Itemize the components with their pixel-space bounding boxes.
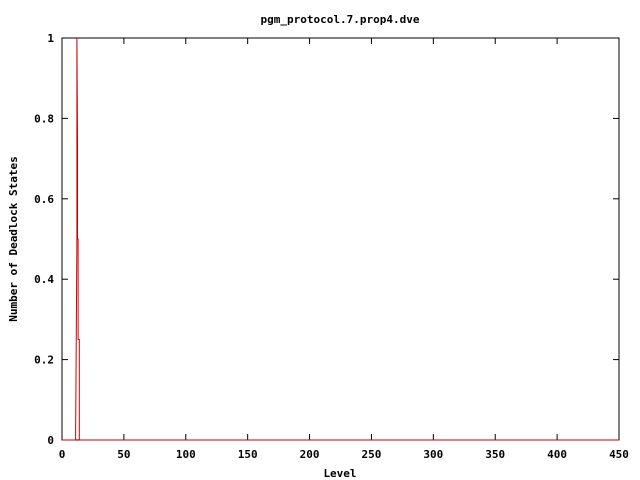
x-tick-label: 0	[59, 448, 66, 461]
x-tick-label: 350	[485, 448, 505, 461]
y-axis-label: Number of Deadlock States	[7, 156, 20, 322]
y-tick-label: 0.8	[34, 112, 54, 125]
x-tick-label: 100	[176, 448, 196, 461]
x-tick-label: 400	[547, 448, 567, 461]
y-tick-label: 0.6	[34, 193, 54, 206]
x-tick-label: 150	[238, 448, 258, 461]
x-tick-label: 200	[300, 448, 320, 461]
y-tick-label: 0.4	[34, 273, 54, 286]
chart-title: pgm_protocol.7.prop4.dve	[261, 13, 420, 26]
y-tick-label: 1	[47, 32, 54, 45]
x-tick-label: 450	[609, 448, 629, 461]
plot-border	[61, 37, 620, 441]
x-axis-label: Level	[323, 467, 356, 480]
x-tick-label: 50	[117, 448, 130, 461]
series-line	[62, 37, 619, 441]
x-tick-label: 250	[362, 448, 382, 461]
y-tick-label: 0	[47, 434, 54, 447]
y-tick-label: 0.2	[34, 354, 54, 367]
x-tick-label: 300	[423, 448, 443, 461]
